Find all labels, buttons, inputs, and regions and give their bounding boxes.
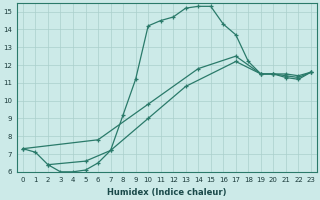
X-axis label: Humidex (Indice chaleur): Humidex (Indice chaleur) xyxy=(107,188,227,197)
